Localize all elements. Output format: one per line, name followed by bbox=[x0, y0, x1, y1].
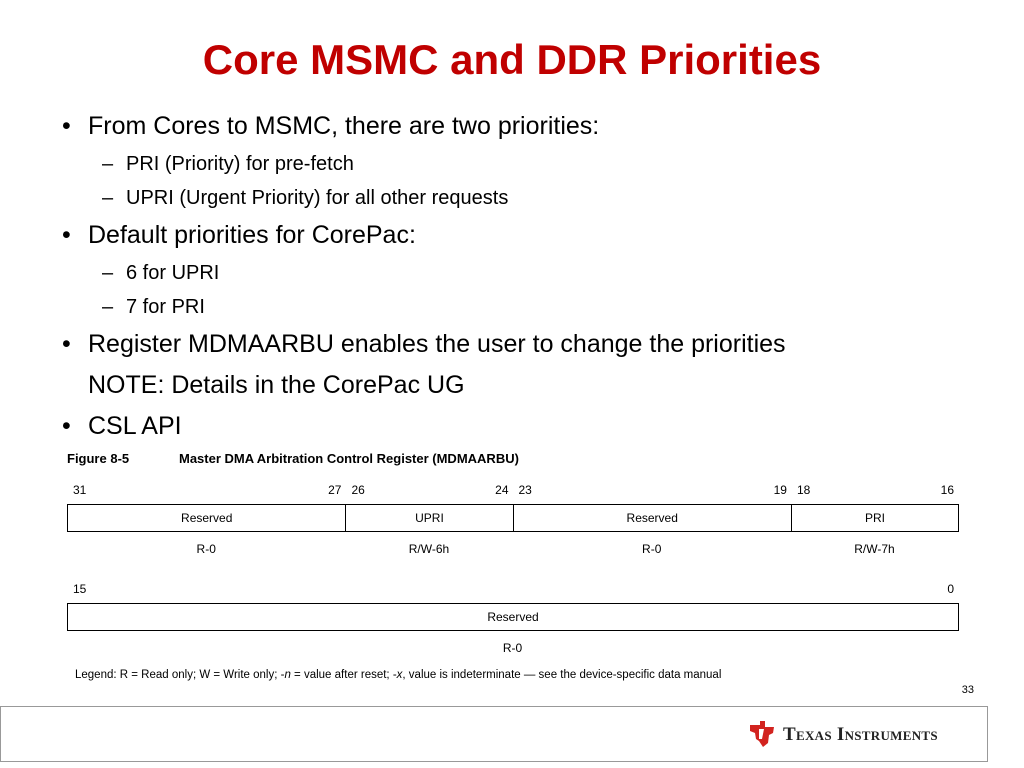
figure-legend: Legend: R = Read only; W = Write only; -… bbox=[75, 668, 721, 682]
bit-low: 0 bbox=[947, 582, 954, 596]
bullet-dot: • bbox=[62, 112, 71, 140]
bullet: • Default priorities for CorePac: bbox=[62, 215, 962, 256]
bullet-dot: • bbox=[62, 330, 71, 358]
bullet-dot: • bbox=[62, 412, 71, 440]
sub-bullet-text: UPRI (Urgent Priority) for all other req… bbox=[126, 187, 509, 209]
legend-part: x bbox=[396, 669, 403, 681]
sub-dash: – bbox=[102, 153, 114, 175]
register-field: Reserved bbox=[67, 504, 347, 532]
field-access: R/W-7h bbox=[854, 542, 895, 556]
field-name: UPRI bbox=[415, 511, 444, 525]
note: NOTE: Details in the CorePac UG bbox=[88, 371, 465, 399]
bit-high: 18 bbox=[796, 483, 811, 497]
legend-part: = value after reset; - bbox=[290, 669, 397, 681]
bit-low: 24 bbox=[495, 483, 509, 497]
figure-caption: Master DMA Arbitration Control Register … bbox=[179, 451, 519, 466]
sub-bullet: – UPRI (Urgent Priority) for all other re… bbox=[62, 181, 962, 215]
bit-low: 27 bbox=[328, 483, 342, 497]
bit-high: 15 bbox=[73, 582, 87, 596]
field-name: PRI bbox=[864, 511, 885, 525]
field-name: Reserved bbox=[487, 610, 539, 624]
brand-name: Texas Instruments bbox=[783, 724, 938, 745]
register-field: PRI bbox=[790, 504, 959, 532]
sub-bullet: – PRI (Priority) for pre-fetch bbox=[62, 147, 962, 181]
register-figure: Figure 8-5 Master DMA Arbitration Control… bbox=[67, 451, 959, 682]
sub-bullet: –6 for UPRI bbox=[62, 256, 962, 290]
legend-part: n bbox=[284, 669, 291, 681]
ti-logo bbox=[750, 721, 774, 747]
bullet: • From Cores to MSMC, there are two prior… bbox=[62, 106, 962, 147]
sub-dash: – bbox=[102, 296, 114, 318]
bit-low: 16 bbox=[940, 483, 954, 497]
bullet-text: Register MDMAARBU enables the user to ch… bbox=[88, 330, 786, 358]
legend-part: Legend: R = Read only; W = Write only; - bbox=[75, 669, 285, 681]
footer: Texas Instruments bbox=[0, 706, 988, 762]
field-name: Reserved bbox=[626, 511, 678, 525]
bit-high: 31 bbox=[73, 483, 87, 497]
bullet-text: CSL API bbox=[88, 412, 182, 440]
sub-bullet-text: 6 for UPRI bbox=[126, 262, 220, 284]
bullet-list: • From Cores to MSMC, there are two prior… bbox=[62, 106, 962, 447]
bit-low: 19 bbox=[773, 483, 787, 497]
bullet: • CSL API bbox=[62, 406, 962, 447]
register-field: Reserved bbox=[67, 603, 959, 631]
bit-high: 26 bbox=[351, 483, 365, 497]
sub-dash: – bbox=[102, 262, 114, 284]
bullet-dot: • bbox=[62, 221, 71, 249]
field-access: R-0 bbox=[196, 542, 216, 556]
bullet-text: From Cores to MSMC, there are two priori… bbox=[88, 112, 600, 140]
slide-title: Core MSMC and DDR Priorities bbox=[202, 36, 822, 83]
field-access: R-0 bbox=[642, 542, 662, 556]
sub-bullet-text: PRI (Priority) for pre-fetch bbox=[126, 153, 354, 175]
page-number: 33 bbox=[961, 684, 974, 696]
bullet: • Register MDMAARBU enables the user to c… bbox=[62, 324, 962, 365]
field-access: R-0 bbox=[502, 641, 523, 655]
field-name: Reserved bbox=[181, 511, 233, 525]
bit-high: 23 bbox=[518, 483, 532, 497]
sub-dash: – bbox=[102, 187, 114, 209]
legend-part: , value is indeterminate — see the devic… bbox=[402, 669, 722, 681]
bullet-text: Default priorities for CorePac: bbox=[88, 221, 416, 249]
register-field: UPRI bbox=[345, 504, 514, 532]
register-field: Reserved bbox=[512, 504, 792, 532]
figure-label: Figure 8-5 bbox=[67, 451, 130, 466]
sub-bullet: –7 for PRI bbox=[62, 290, 962, 324]
sub-bullet-text: 7 for PRI bbox=[126, 296, 205, 318]
field-access: R/W-6h bbox=[408, 542, 450, 556]
